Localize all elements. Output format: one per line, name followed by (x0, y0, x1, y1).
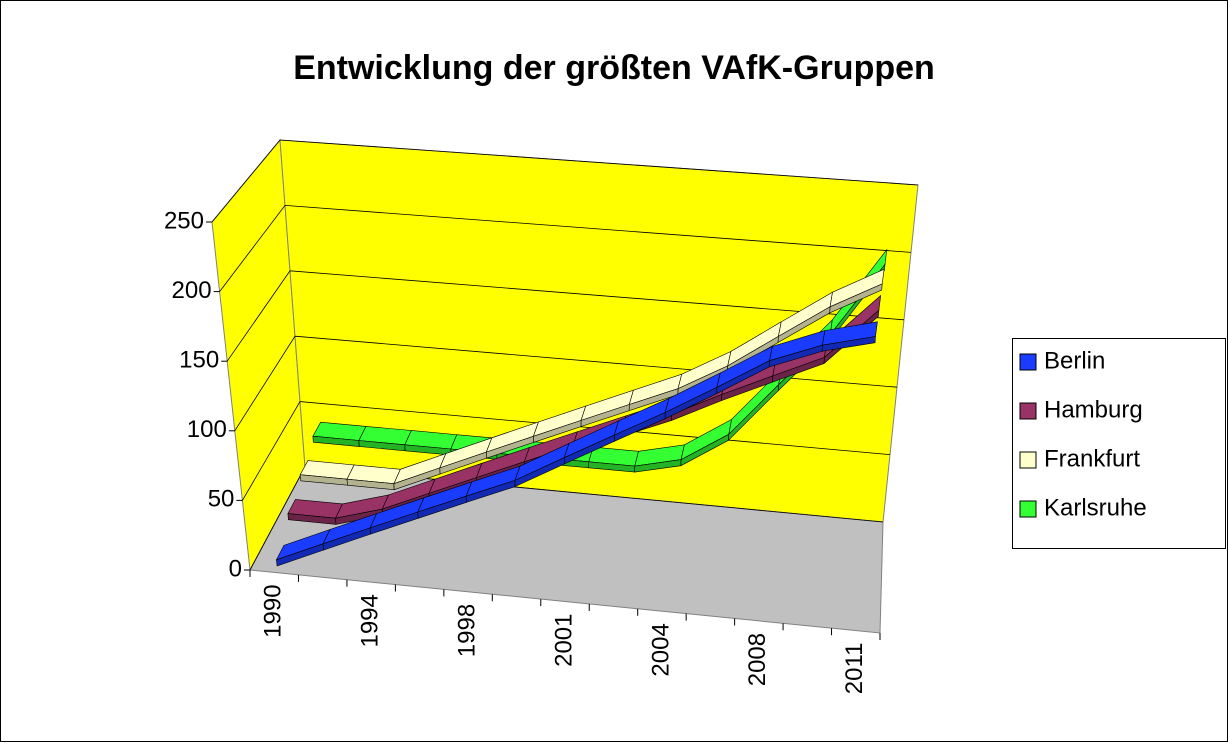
grid-line (242, 401, 891, 501)
ribbon-side (821, 336, 876, 352)
x-tick-label: 2001 (550, 614, 577, 667)
legend-label: Frankfurt (1044, 445, 1140, 472)
y-tick-label: 0 (229, 555, 242, 582)
x-tick-label: 2011 (841, 643, 868, 695)
y-tick-label: 200 (172, 277, 212, 304)
legend-box (1012, 338, 1226, 549)
legend-swatch (1019, 451, 1037, 469)
grid-line (211, 139, 919, 223)
y-tick-label: 100 (187, 416, 227, 443)
x-tick-label: 1994 (356, 594, 383, 647)
chart-title: Entwicklung der größten VAfK-Gruppen (293, 49, 935, 87)
y-tick-label: 250 (164, 207, 204, 234)
x-tick-label: 1998 (453, 604, 480, 657)
y-tick-label: 150 (179, 347, 219, 374)
legend-swatch (1019, 500, 1037, 518)
y-tick-label: 50 (208, 486, 235, 513)
x-tick-label: 2008 (744, 633, 771, 686)
legend-label: Berlin (1044, 347, 1105, 374)
grid-line (226, 270, 905, 362)
legend-swatch (1019, 353, 1037, 371)
x-tick-label: 1990 (260, 584, 287, 637)
legend-label: Hamburg (1044, 396, 1143, 423)
ribbon-side (829, 283, 883, 314)
x-tick-label: 2004 (647, 623, 674, 676)
legend-swatch (1019, 402, 1037, 420)
grid-line (219, 204, 912, 292)
legend-label: Karlsruhe (1044, 494, 1147, 521)
